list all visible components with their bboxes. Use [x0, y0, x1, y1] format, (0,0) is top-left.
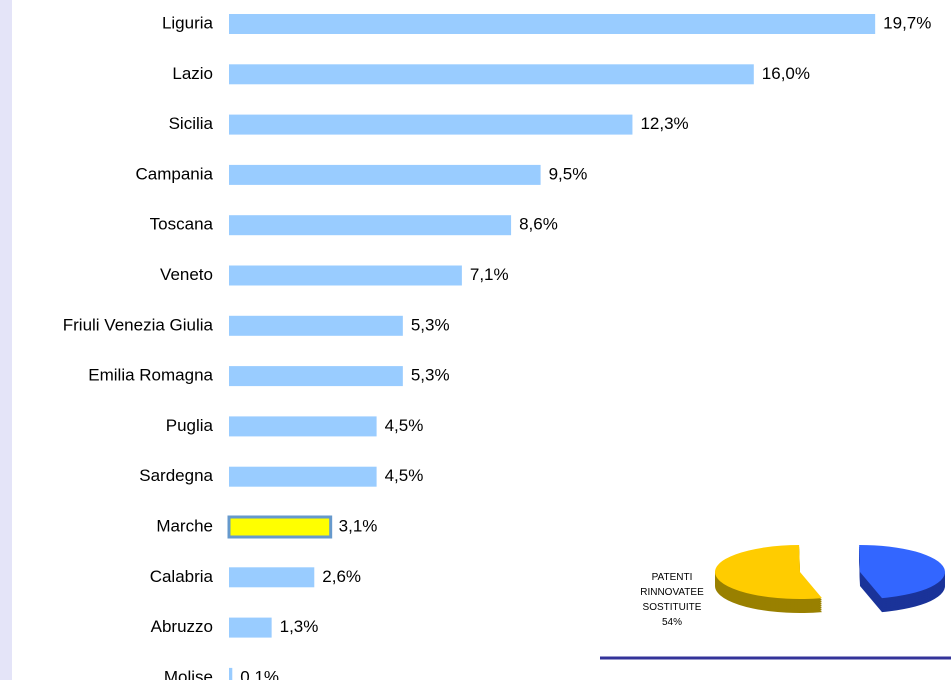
bar [229, 64, 754, 85]
bar [229, 416, 377, 437]
bar [229, 667, 233, 680]
value-label: 5,3% [411, 366, 450, 385]
pie-label: PATENTI RINNOVATEE SOSTITUITE 54% [632, 570, 712, 630]
value-label: 4,5% [385, 416, 424, 435]
category-label: Marche [156, 516, 213, 535]
bar [229, 215, 512, 236]
category-label: Calabria [150, 567, 214, 586]
bar [229, 164, 541, 185]
bar [229, 466, 377, 487]
category-label: Toscana [150, 215, 214, 234]
category-label: Lazio [172, 64, 213, 83]
category-label: Friuli Venezia Giulia [63, 315, 214, 334]
value-label: 9,5% [549, 164, 588, 183]
category-label: Emilia Romagna [88, 366, 213, 385]
bar [229, 567, 315, 588]
category-label: Molise [164, 667, 213, 680]
bar [227, 515, 333, 539]
value-label: 8,6% [519, 215, 558, 234]
pie-slice [715, 545, 822, 599]
value-label: 19,7% [883, 13, 931, 32]
bar [229, 366, 403, 387]
value-label: 4,5% [385, 466, 424, 485]
category-label: Veneto [160, 265, 213, 284]
category-label: Liguria [162, 13, 214, 32]
bar [229, 315, 403, 336]
value-label: 7,1% [470, 265, 509, 284]
category-label: Puglia [166, 416, 214, 435]
value-label: 2,6% [322, 567, 361, 586]
value-label: 3,1% [339, 516, 378, 535]
category-label: Campania [136, 164, 214, 183]
bar [229, 617, 272, 638]
pie-slice [859, 545, 946, 599]
pie-value-label: 54% [661, 617, 682, 628]
value-label: 0,1% [240, 667, 279, 680]
value-label: 1,3% [280, 617, 319, 636]
pie-category: PATENTI RINNOVATEE SOSTITUITE [640, 572, 704, 613]
side-strip [0, 0, 12, 680]
value-label: 16,0% [762, 64, 810, 83]
category-label: Sardegna [139, 466, 213, 485]
bar [229, 114, 633, 135]
value-label: 5,3% [411, 315, 450, 334]
value-label: 12,3% [640, 114, 688, 133]
category-label: Sicilia [169, 114, 214, 133]
category-label: Abruzzo [151, 617, 213, 636]
bar [229, 265, 462, 286]
bar [229, 14, 876, 34]
